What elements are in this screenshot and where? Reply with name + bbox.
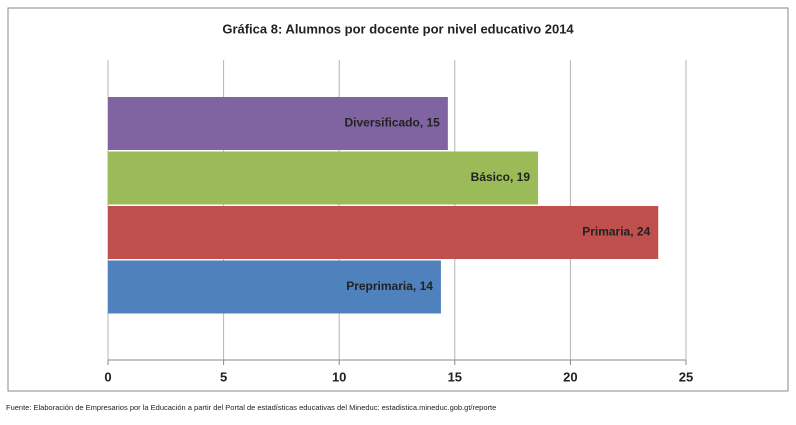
data-label: Básico, 19 [471,170,531,184]
bar [108,206,659,259]
chart-title: Gráfica 8: Alumnos por docente por nivel… [222,21,574,36]
x-tick-label: 10 [332,369,346,384]
bar [108,97,448,150]
data-label: Primaria, 24 [582,225,650,239]
bar [108,151,539,205]
bar [108,260,441,314]
x-tick-label: 25 [679,369,693,384]
x-tick-label: 15 [448,369,462,384]
x-tick-label: 0 [104,369,111,384]
data-label: Preprimaria, 14 [346,279,433,293]
data-label: Diversificado, 15 [344,116,440,130]
x-tick-label: 5 [220,369,227,384]
x-tick-label: 20 [563,369,577,384]
source-note: Fuente: Elaboración de Empresarios por l… [6,403,496,412]
